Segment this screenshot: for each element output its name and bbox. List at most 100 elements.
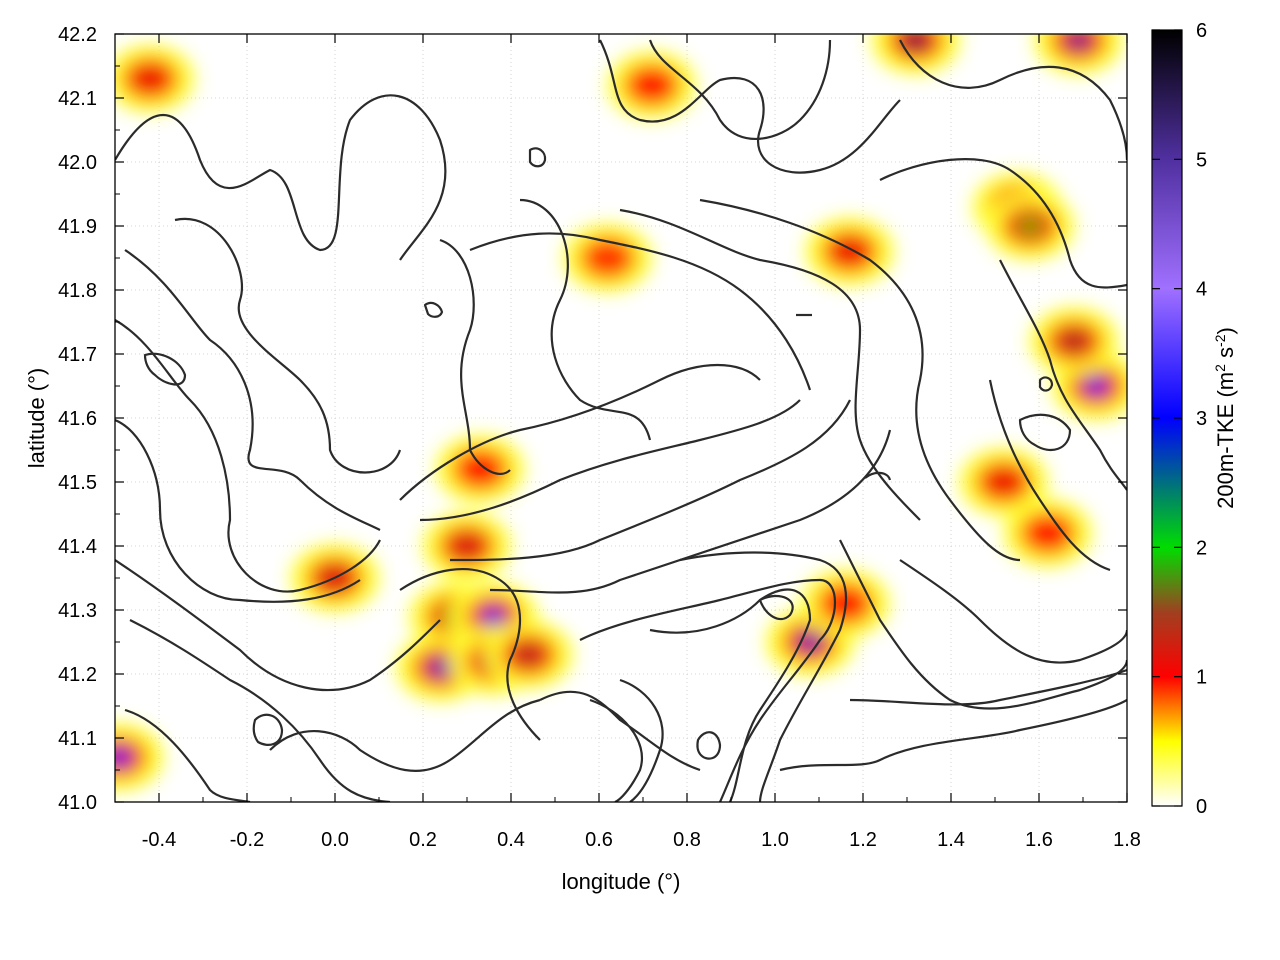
x-tick-label: 0.2 [409,829,437,851]
terrain-contour [539,690,701,772]
colorbar-label-mid: s [1213,347,1238,364]
terrain-contour [399,364,761,501]
tke-hotspot [462,455,499,484]
terrain-contours [115,39,1127,802]
y-axis-label: latitude (°) [24,368,49,469]
y-tick-label: 42.2 [58,24,97,46]
terrain-contour [839,539,1127,710]
y-tick-label: 41.1 [58,728,97,750]
terrain-contour [252,713,284,746]
terrain-contour [439,238,511,476]
colorbar-tick-label: 2 [1196,537,1207,559]
x-tick-label: -0.2 [230,829,264,851]
terrain-contour [115,559,441,692]
tke-hotspot [430,659,451,676]
terrain-contour [649,588,812,802]
x-tick-label: 0.4 [497,829,525,851]
y-tick-label: 42.1 [58,88,97,110]
terrain-contour [1018,413,1072,452]
colorbar-label-end: ) [1213,327,1238,334]
colorbar-label-sup2: -2 [1212,334,1228,347]
y-tick-label: 41.4 [58,536,97,558]
terrain-contour [699,198,1021,562]
terrain-contour [899,559,1127,664]
y-tick-label: 41.3 [58,600,97,622]
x-axis-label: longitude (°) [562,869,681,894]
terrain-contour [143,352,187,386]
tke-hotspot [518,646,539,663]
terrain-contour [1038,376,1054,392]
x-tick-label: 1.0 [761,829,789,851]
x-tick-label: 0.8 [673,829,701,851]
terrain-contour [124,249,381,531]
terrain-contour [489,429,892,594]
terrain-contour [999,259,1127,491]
tke-hotspot [1019,218,1041,234]
tke-hotspot [132,64,169,93]
tke-hotspot [905,34,927,49]
terrain-contour [115,319,381,593]
y-tick-label: 41.0 [58,792,97,814]
y-tick-label: 41.5 [58,472,97,494]
terrain-contour [648,39,832,141]
grid-lines [115,33,1128,803]
terrain-contour [589,698,643,802]
tke-blobs [115,34,1127,792]
terrain-contour [599,39,901,174]
x-tick-label: 1.4 [937,829,965,851]
terrain-contour [469,232,812,391]
colorbar-tick-label: 0 [1196,796,1207,818]
tke-hotspot [1068,34,1089,49]
terrain-contour [174,217,402,474]
terrain-contour [129,619,391,802]
terrain-contour [269,698,541,772]
terrain-contour [449,399,851,562]
y-tick-label: 41.9 [58,216,97,238]
tke-hotspot [1085,378,1107,394]
y-axis-ticks: 41.0 41.1 41.2 41.3 41.4 41.5 41.6 41.7 41.8 41.9… [58,24,1127,814]
terrain-contour [115,94,447,261]
terrain-contour [696,731,722,760]
x-tick-label: 0.6 [585,829,613,851]
tke-hotspot [1063,333,1085,350]
tke-hotspot [115,749,130,766]
terrain-contour [115,418,361,603]
x-tick-label: 0.0 [321,829,349,851]
y-tick-label: 41.6 [58,408,97,430]
tke-hotspot [589,244,626,272]
tke-hotspot [448,532,486,560]
tke-hotspot [985,468,1022,496]
x-tick-label: 1.6 [1025,829,1053,851]
terrain-contour [579,578,837,802]
colorbar-ticks: 0 1 2 3 4 5 6 [1152,20,1207,818]
terrain-contour [779,699,1127,772]
terrain-contour [864,471,892,481]
terrain-contour [849,668,1127,706]
tke-hotspot [1029,519,1067,548]
tke-field [115,34,1127,792]
y-tick-label: 41.8 [58,280,97,302]
terrain-contour [519,198,652,441]
terrain-contour [124,708,251,802]
terrain-contour [423,301,444,318]
x-tick-label: -0.4 [142,829,176,851]
colorbar-tick-label: 1 [1196,667,1207,689]
tke-hotspot [633,71,670,100]
y-tick-label: 42.0 [58,152,97,174]
colorbar-label-main: 200m-TKE (m [1213,372,1238,509]
colorbar-tick-label: 3 [1196,408,1207,430]
x-axis-ticks: -0.4 -0.2 0.0 0.2 0.4 0.6 0.8 1.0 1.2 1.4 1.6 1.8 [114,34,1141,851]
colorbar-label: 200m-TKE (m2 s-2) [1212,327,1238,509]
y-tick-label: 41.2 [58,664,97,686]
x-tick-label: 1.2 [849,829,877,851]
terrain-contour [988,379,1111,572]
terrain-contour [679,551,848,802]
colorbar-label-sup1: 2 [1212,364,1228,372]
x-tick-label: 1.8 [1113,829,1141,851]
terrain-contour [758,594,794,621]
colorbar-tick-label: 6 [1196,20,1207,42]
tke-hotspot [483,608,504,625]
colorbar-tick-label: 4 [1196,279,1207,301]
terrain-contour [619,208,921,521]
